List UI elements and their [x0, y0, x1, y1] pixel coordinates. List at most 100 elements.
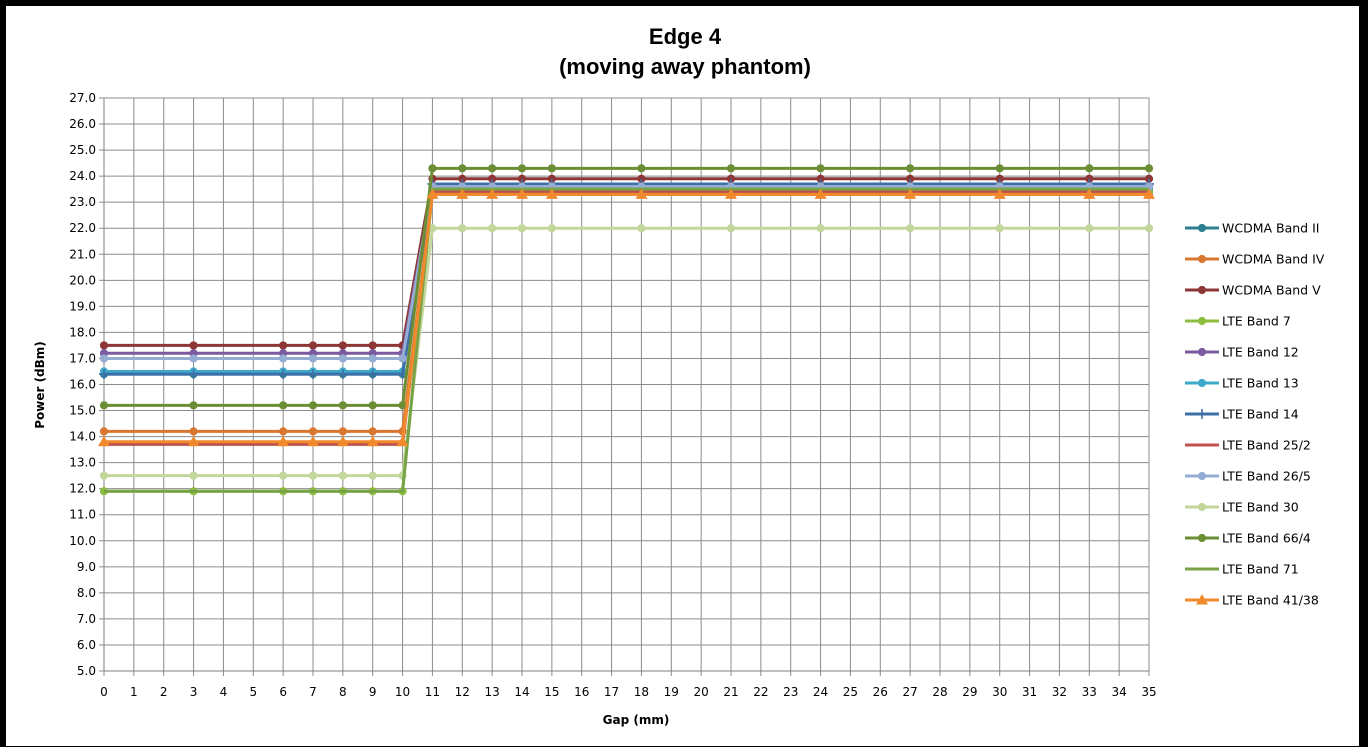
- x-tick-label: 23: [783, 685, 798, 699]
- x-tick-label: 8: [339, 685, 347, 699]
- legend-label: LTE Band 12: [1222, 345, 1299, 360]
- legend-item: LTE Band 66/4: [1185, 531, 1311, 546]
- legend-marker: [1197, 409, 1207, 419]
- y-tick-label: 6.0: [77, 638, 96, 652]
- y-tick-labels: 5.0 6.0 7.0 8.0 9.0 10.0 11.0 12.0 13.0 14.0 15.0 1…: [69, 91, 96, 678]
- y-tick-label: 16.0: [69, 378, 96, 392]
- legend-marker: [1197, 316, 1207, 326]
- x-tick-label: 9: [369, 685, 377, 699]
- legend-label: LTE Band 71: [1222, 562, 1299, 577]
- y-tick-label: 17.0: [69, 351, 96, 365]
- x-tick-label: 22: [753, 685, 768, 699]
- data-point: [547, 164, 556, 173]
- x-tick-label: 11: [425, 685, 440, 699]
- x-tick-label: 0: [100, 685, 108, 699]
- data-point: [338, 471, 347, 480]
- data-point: [279, 341, 288, 350]
- x-tick-label: 28: [932, 685, 947, 699]
- x-tick-label: 18: [634, 685, 649, 699]
- data-point: [456, 188, 469, 199]
- y-axis-label: Power (dBm): [33, 341, 47, 429]
- x-tick-label: 27: [903, 685, 918, 699]
- series-line: [104, 192, 1149, 433]
- legend-item: LTE Band 26/5: [1185, 469, 1311, 484]
- data-point: [187, 435, 200, 447]
- legend-label: LTE Band 13: [1222, 376, 1299, 391]
- legend-marker: [1197, 378, 1207, 388]
- x-tick-label: 16: [574, 685, 589, 699]
- y-tick-label: 19.0: [69, 299, 96, 313]
- data-point: [995, 164, 1004, 173]
- data-point: [906, 164, 915, 173]
- y-tick-label: 8.0: [77, 586, 96, 600]
- legend-label: LTE Band 26/5: [1222, 469, 1311, 484]
- data-point: [547, 224, 556, 233]
- chart-subtitle: (moving away phantom): [559, 54, 811, 79]
- data-point: [337, 369, 348, 380]
- x-tick-label: 19: [664, 685, 679, 699]
- x-tick-label: 24: [813, 685, 828, 699]
- series-lte-band-71: [104, 187, 1149, 493]
- series-wcdma-band-v: [99, 174, 1154, 350]
- data-point: [277, 435, 290, 447]
- x-tick-label: 7: [309, 685, 317, 699]
- y-tick-label: 7.0: [77, 612, 96, 626]
- data-point: [99, 369, 109, 380]
- y-tick-label: 27.0: [69, 91, 96, 105]
- series-line: [104, 177, 1149, 347]
- legend-item: LTE Band 25/2: [1185, 438, 1311, 453]
- legend-marker: [1197, 285, 1207, 295]
- legend-label: LTE Band 41/38: [1222, 593, 1319, 608]
- data-point: [516, 188, 528, 199]
- series-line: [104, 185, 1149, 373]
- x-tick-label: 1: [130, 685, 138, 699]
- x-tick-label: 32: [1052, 685, 1067, 699]
- x-tick-label: 2: [160, 685, 168, 699]
- data-point: [1085, 164, 1094, 173]
- data-point: [488, 164, 497, 173]
- axes: [99, 97, 1150, 676]
- y-tick-label: 23.0: [69, 195, 96, 209]
- data-point: [517, 224, 527, 233]
- y-tick-label: 13.0: [69, 456, 96, 470]
- data-point: [188, 369, 199, 380]
- data-point: [366, 435, 379, 447]
- data-point: [279, 401, 288, 410]
- data-point: [1144, 224, 1154, 233]
- x-tick-label: 30: [992, 685, 1007, 699]
- data-point: [726, 224, 736, 233]
- legend-item: WCDMA Band IV: [1185, 252, 1325, 267]
- data-point: [189, 354, 198, 363]
- legend: WCDMA Band II WCDMA Band IV WCDMA Band V LT…: [1185, 221, 1325, 608]
- y-tick-label: 21.0: [69, 247, 96, 261]
- data-point: [308, 341, 318, 350]
- y-tick-label: 26.0: [69, 117, 96, 131]
- x-tick-labels: 0 1 2 3 4 5 6 7 8 9 10 11 12 13 14 15 16 17 18 19 20 21 22 23 24…: [100, 685, 1156, 699]
- chart-title: Edge 4: [649, 24, 722, 49]
- y-tick-label: 12.0: [69, 482, 96, 496]
- x-tick-label: 20: [694, 685, 709, 699]
- data-point: [993, 188, 1006, 199]
- data-point: [189, 427, 198, 436]
- data-point: [338, 354, 347, 363]
- data-point: [1143, 188, 1155, 199]
- y-tick-label: 22.0: [69, 221, 96, 235]
- data-point: [458, 224, 467, 233]
- legend-item: WCDMA Band V: [1185, 283, 1321, 298]
- x-tick-label: 6: [279, 685, 287, 699]
- x-tick-label: 21: [723, 685, 738, 699]
- data-point: [398, 354, 407, 363]
- series-line: [104, 190, 1149, 493]
- series-line: [104, 185, 1149, 355]
- series-wcdma-band-ii: [99, 185, 1154, 379]
- legend-label: LTE Band 14: [1222, 407, 1299, 422]
- data-point: [1083, 188, 1096, 199]
- data-point: [816, 164, 825, 173]
- y-tick-label: 25.0: [69, 143, 96, 157]
- data-point: [338, 341, 347, 350]
- data-point: [307, 435, 319, 447]
- legend-label: WCDMA Band IV: [1222, 252, 1325, 267]
- data-point: [189, 401, 198, 410]
- x-axis-label: Gap (mm): [603, 713, 670, 727]
